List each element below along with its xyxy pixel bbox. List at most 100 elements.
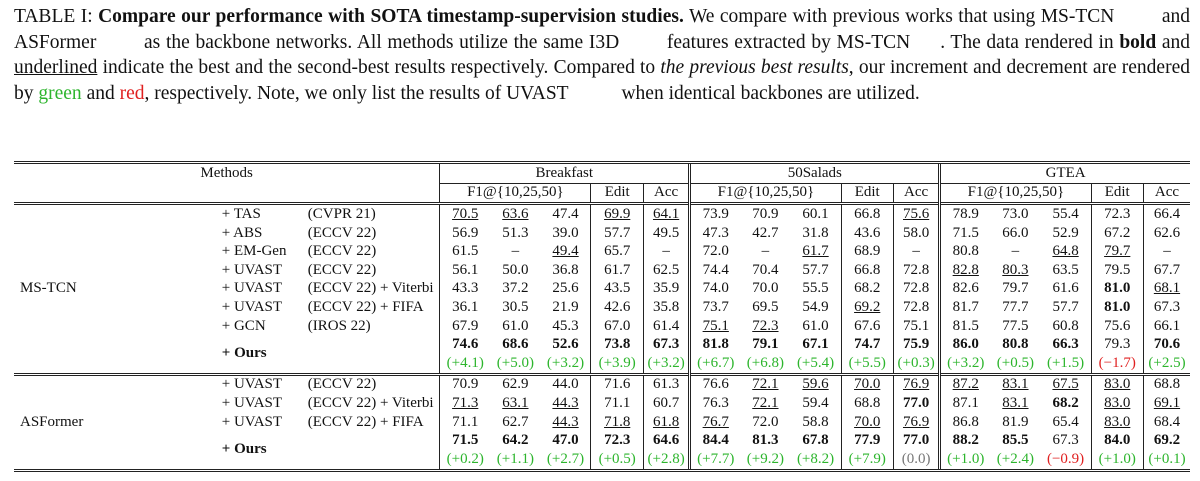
delta-cell: (+1.0): [1090, 449, 1144, 472]
table-cell: –: [511, 243, 520, 260]
method-cell: + ABS (ECCV 22): [107, 224, 440, 243]
method-cell: + UVAST (ECCV 22) + Viterbi: [107, 280, 440, 299]
table-cell: 56.9: [439, 223, 491, 243]
table-cell: 59.6: [790, 372, 841, 395]
table-cell: 72.1: [752, 394, 779, 411]
table-cell: 74.6: [439, 335, 491, 354]
table-cell: 43.5: [590, 279, 644, 299]
delta-cell: (+4.1): [439, 353, 491, 375]
table-cell: 84.4: [688, 431, 741, 450]
table-cell: 66.3: [1052, 336, 1079, 353]
table-cell: 71.3: [439, 394, 491, 413]
table-cell: 64.1: [642, 202, 690, 224]
table-cell: 72.8: [892, 298, 940, 317]
table-cell: 86.8: [938, 412, 991, 432]
table-cell: 86.0: [938, 335, 991, 354]
table-cell: 67.0: [590, 316, 644, 336]
acc-header: Acc: [642, 183, 690, 204]
table-cell: 54.9: [802, 298, 829, 315]
delta-cell: (+5.4): [796, 354, 835, 371]
table-cell: 64.2: [502, 432, 529, 449]
table-cell: 73.8: [590, 335, 644, 354]
table-cell: 75.9: [892, 335, 940, 354]
table-cell: 70.9: [740, 202, 791, 224]
table-cell: 69.5: [752, 298, 779, 315]
method-name: + UVAST: [221, 298, 283, 315]
table-cell: 71.1: [590, 394, 644, 413]
methods-header: Methods: [14, 161, 440, 184]
table-cell: 61.3: [642, 372, 690, 395]
delta-cell: (+5.5): [840, 353, 894, 375]
table-cell: 62.9: [490, 372, 541, 395]
table-cell: 60.1: [790, 202, 841, 224]
table-cell: 79.7: [1090, 242, 1144, 261]
table-cell: 35.9: [642, 279, 690, 299]
table-cell: 63.6: [490, 202, 541, 224]
table-cell: 52.6: [552, 336, 579, 353]
table-cell: 83.0: [1090, 394, 1144, 413]
table-cell: 72.8: [892, 260, 940, 280]
caption-green-word: green: [38, 82, 82, 104]
table-cell: 64.6: [642, 431, 690, 450]
table-cell: 59.4: [802, 394, 829, 411]
table-cell: –: [761, 243, 770, 260]
delta-cell: (+1.1): [490, 449, 541, 472]
table-cell: 44.3: [552, 413, 579, 430]
delta-cell: (+9.2): [740, 449, 791, 472]
table-cell: 42.6: [590, 298, 644, 317]
delta-cell: (+6.8): [746, 354, 784, 371]
table-cell: 60.8: [1052, 317, 1079, 334]
table-cell: 68.4: [1142, 412, 1190, 432]
table-cell: 30.5: [502, 298, 529, 315]
delta-cell: (+3.2): [642, 353, 690, 375]
table-cell: 76.3: [688, 394, 741, 413]
table-cell: 52.9: [1052, 224, 1079, 241]
table-cell: 55.4: [1040, 202, 1092, 224]
caption-text: Compared to: [553, 57, 656, 78]
delta-cell: (+1.5): [1046, 354, 1085, 371]
delta-cell: (+0.2): [439, 449, 491, 472]
table-cell: 70.0: [840, 372, 894, 395]
table-cell: 49.4: [552, 243, 579, 260]
table-cell: 37.2: [502, 280, 529, 297]
table-cell: 72.1: [740, 372, 791, 395]
method-venue: (ECCV 22): [307, 224, 377, 241]
table-cell: 81.0: [1090, 298, 1144, 317]
table-cell: 77.5: [1002, 317, 1029, 334]
table-cell: 47.0: [552, 432, 579, 449]
table-cell: 61.0: [802, 317, 829, 334]
table-cell: 68.8: [1142, 372, 1190, 395]
table-cell: 68.2: [840, 279, 894, 299]
table-cell: 81.9: [1002, 413, 1029, 430]
table-cell: 51.3: [502, 224, 529, 241]
method-name: + UVAST: [221, 394, 283, 411]
table-cell: 70.6: [1142, 335, 1190, 354]
method-cell: + TAS (CVPR 21): [106, 202, 440, 224]
table-cell: 78.9: [938, 202, 991, 224]
table-cell: 83.0: [1090, 372, 1144, 395]
method-venue: (ECCV 22) + FIFA: [307, 413, 424, 430]
f1-header: F1@{10,25,50}: [439, 183, 591, 204]
ours-row: + Ours 74.6 68.6 52.6 73.8 67.3 81.8 79.1 67.1 74…: [14, 335, 1190, 361]
table-cell: 36.8: [552, 261, 579, 278]
edit-header: Edit: [1090, 183, 1144, 204]
table-cell: 80.3: [1002, 261, 1029, 278]
delta-cell: (+0.5): [996, 354, 1034, 371]
table-cell: –: [642, 242, 690, 261]
caption-text: by MS-TCN: [811, 31, 911, 53]
caption-text: and ASFormer: [14, 6, 1190, 53]
edit-header: Edit: [840, 183, 894, 204]
table-cell: 61.0: [502, 317, 529, 334]
table-cell: 67.5: [1040, 372, 1092, 395]
table-cell: 70.4: [752, 261, 779, 278]
table-cell: 81.7: [938, 298, 991, 317]
table-cell: –: [1011, 243, 1020, 260]
method-cell: + EM-Gen (ECCV 22): [107, 242, 440, 261]
table-cell: 67.8: [802, 432, 829, 449]
method-cell: + UVAST (ECCV 22): [107, 261, 440, 280]
table-cell: 82.8: [938, 260, 991, 280]
table-row: MS-TCN + TAS (CVPR 21) 70.5 63.6 47.4 69.9 64.1…: [14, 202, 1190, 375]
table-cell: 21.9: [552, 298, 579, 315]
delta-cell: (+3.2): [938, 353, 991, 375]
table-cell: 68.6: [502, 336, 529, 353]
